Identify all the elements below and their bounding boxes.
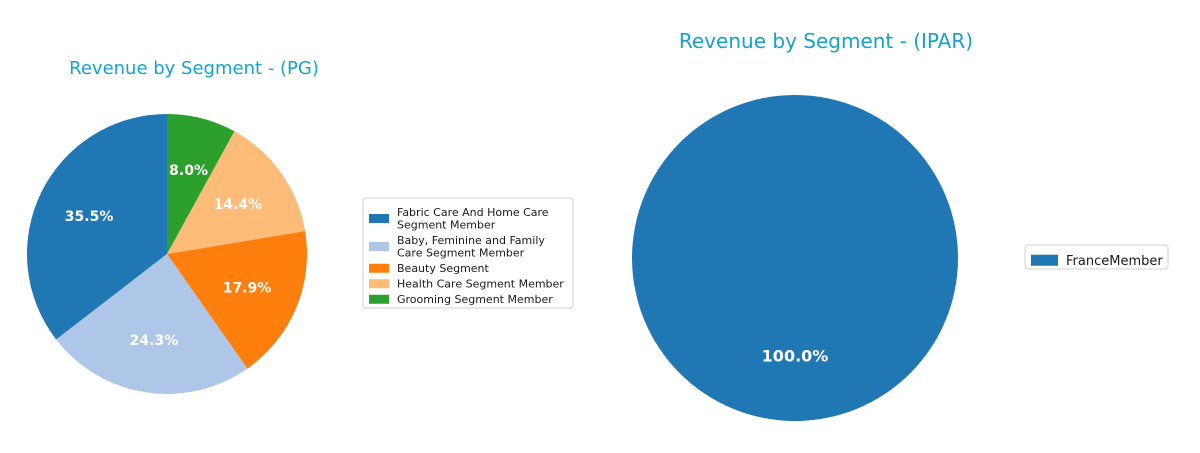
pg-legend-swatch xyxy=(369,242,389,251)
pg-slice-percent-label: 35.5% xyxy=(65,209,114,225)
pg-legend-swatch xyxy=(369,263,389,273)
pg-legend-label: Health Care Segment Member xyxy=(397,278,564,291)
pg-legend-swatch xyxy=(369,279,389,289)
pg-pie-slice xyxy=(167,231,307,369)
pg-legend-swatch xyxy=(369,214,389,223)
pg-legend-swatch xyxy=(369,294,389,304)
ipar-pie-slice xyxy=(632,95,958,421)
ipar-legend: FranceMember xyxy=(1024,244,1169,270)
pg-pie-slice xyxy=(167,131,306,254)
ipar-slice-percent-label: 100.0% xyxy=(762,347,829,366)
pg-slice-percent-label: 8.0% xyxy=(169,163,208,179)
pg-legend-label: Segment Member xyxy=(397,219,496,232)
pg-legend-label: Baby, Feminine and Family xyxy=(397,234,545,247)
pg-pie-slice xyxy=(167,114,235,254)
ipar-legend-label: FranceMember xyxy=(1066,254,1163,269)
pg-pie-slices xyxy=(26,114,307,394)
pg-legend-label: Grooming Segment Member xyxy=(397,293,553,306)
pg-legend-label: Beauty Segment xyxy=(397,262,490,275)
ipar-legend-frame xyxy=(1024,244,1169,270)
pg-pie-slice xyxy=(56,254,248,394)
ipar-chart-title: Revenue by Segment - (IPAR) xyxy=(679,29,973,53)
pg-chart-title: Revenue by Segment - (PG) xyxy=(69,58,319,79)
pg-pie-labels: 35.5% 24.3% 17.9% 14.4% 8.0% xyxy=(65,163,272,349)
pg-pie-slice xyxy=(26,114,167,340)
ipar-pie-labels: 100.0% xyxy=(762,347,829,366)
pg-legend-frame xyxy=(362,197,574,309)
pg-slice-percent-label: 24.3% xyxy=(130,333,179,349)
pg-legend-label: Care Segment Member xyxy=(397,247,525,260)
pg-legend-label: Fabric Care And Home Care xyxy=(397,206,549,219)
pg-slice-percent-label: 14.4% xyxy=(214,197,263,213)
ipar-pie-chart: Revenue by Segment - (IPAR) 100.0% Franc… xyxy=(632,29,1169,421)
ipar-legend-swatch xyxy=(1031,254,1058,266)
pg-pie-chart: Revenue by Segment - (PG) 35.5% 24.3% 17.9… xyxy=(26,58,574,394)
pg-slice-percent-label: 17.9% xyxy=(223,281,272,297)
ipar-pie-slices xyxy=(632,95,958,421)
